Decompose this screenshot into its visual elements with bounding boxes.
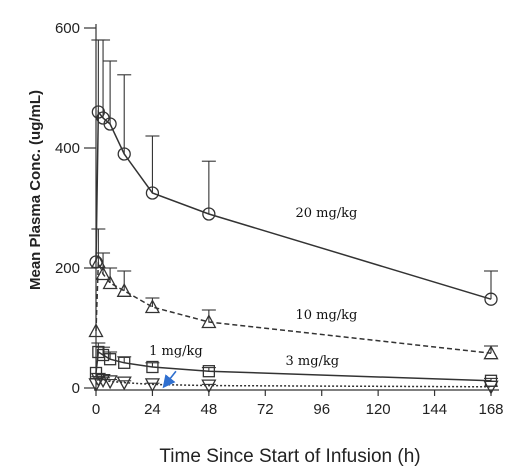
data-point xyxy=(116,376,132,391)
data-point xyxy=(90,254,106,269)
y-tick-label: 0 xyxy=(72,380,80,397)
data-point xyxy=(88,323,104,338)
y-tick-label: 400 xyxy=(55,140,80,157)
series-label: 1 mg/kg xyxy=(149,344,203,359)
data-point xyxy=(92,345,105,359)
annotation-arrow xyxy=(162,370,177,389)
data-point xyxy=(145,186,160,200)
x-tick-label: 96 xyxy=(313,401,330,418)
data-point xyxy=(201,314,217,329)
data-point xyxy=(483,380,499,395)
series-label: 3 mg/kg xyxy=(285,354,339,369)
series-line xyxy=(95,261,492,354)
data-point xyxy=(144,378,161,393)
data-point xyxy=(201,379,217,394)
x-axis-title: Time Since Start of Infusion (h) xyxy=(159,446,420,467)
x-tick-label: 48 xyxy=(201,401,218,418)
data-point xyxy=(484,292,498,306)
x-tick-label: 24 xyxy=(144,401,161,418)
annotation-layer: 20 mg/kg 10 mg/kg 1 mg/kg 3 mg/kg xyxy=(149,206,357,389)
data-point xyxy=(95,266,111,281)
series-line xyxy=(95,350,492,382)
series-20-mg-kg xyxy=(89,39,498,306)
series-line xyxy=(95,109,492,300)
data-point xyxy=(116,282,132,297)
data-point xyxy=(117,147,131,161)
series-label: 10 mg/kg xyxy=(295,308,357,323)
data-point xyxy=(90,372,106,387)
data-point xyxy=(202,207,216,221)
x-tick-label: 120 xyxy=(366,401,391,418)
data-point xyxy=(102,275,118,290)
series-10-mg-kg xyxy=(88,228,499,360)
data-point xyxy=(102,375,118,390)
data-point xyxy=(103,117,117,131)
y-tick-label: 200 xyxy=(55,260,80,277)
data-point xyxy=(96,348,110,362)
data-point xyxy=(118,356,131,369)
series-line xyxy=(95,378,492,388)
x-tick-label: 72 xyxy=(257,401,274,418)
data-point xyxy=(144,299,161,314)
x-tick-label: 168 xyxy=(478,401,503,418)
y-axis-title: Mean Plasma Conc. (ug/mL) xyxy=(27,90,44,290)
series-layer xyxy=(88,39,499,395)
axes: 0 200 400 600 0 24 48 72 96 120 144 168 xyxy=(55,20,504,418)
data-point xyxy=(103,353,117,366)
series-label: 20 mg/kg xyxy=(295,206,357,221)
data-point xyxy=(202,365,216,378)
data-point xyxy=(483,345,499,360)
series-1-mg-kg xyxy=(88,372,499,395)
x-tick-label: 0 xyxy=(92,401,100,418)
x-tick-label: 144 xyxy=(422,401,447,418)
y-tick-label: 600 xyxy=(55,20,80,37)
data-point xyxy=(146,360,159,374)
